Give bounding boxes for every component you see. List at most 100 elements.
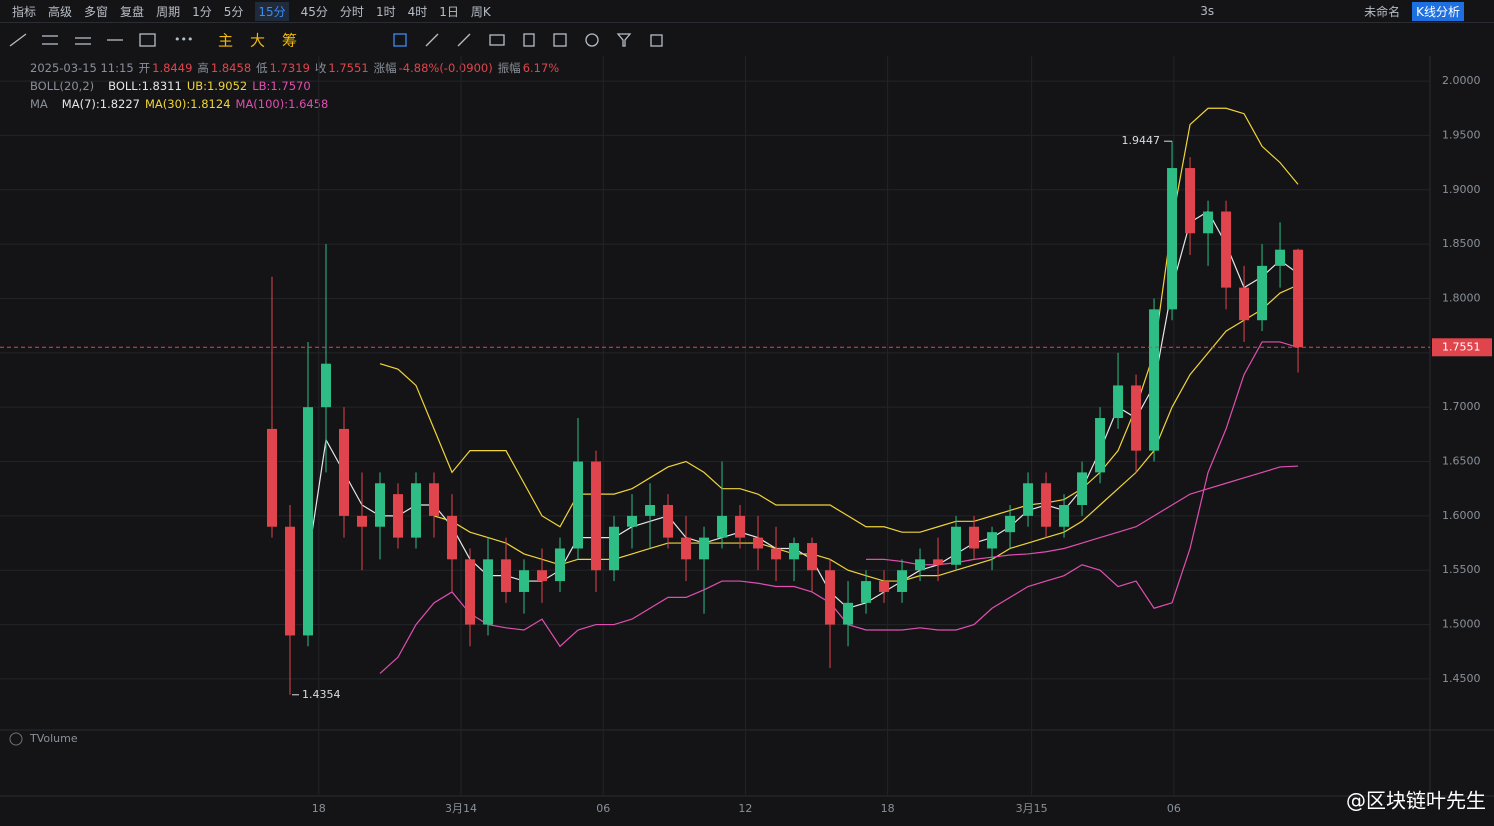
min-label: 1.4354: [302, 688, 341, 701]
period-button[interactable]: 5分: [223, 4, 244, 19]
last-price-tag: [1432, 338, 1492, 357]
period-button[interactable]: 1分: [192, 4, 212, 19]
candle-body: [645, 505, 656, 516]
field-value: 1.7319: [269, 61, 310, 75]
y-tick-label: 1.5500: [1442, 563, 1481, 576]
candle-body: [1203, 211, 1214, 234]
x-tick-label: 06: [596, 802, 610, 815]
candle-body: [717, 515, 728, 538]
field-value: 1.8449: [152, 61, 193, 75]
y-tick-label: 1.8500: [1442, 237, 1481, 250]
legend-title: BOLL(20,2): [30, 79, 95, 93]
layout-name[interactable]: 未命名: [1364, 4, 1401, 19]
period-button[interactable]: 15分: [255, 1, 289, 21]
candle-body: [1005, 515, 1016, 533]
x-tick-label: 3月14: [445, 802, 477, 815]
toolbar-button[interactable]: 多窗: [84, 4, 109, 19]
x-tick-label: 06: [1167, 802, 1181, 815]
candle-body: [1041, 483, 1052, 527]
candle-body: [501, 559, 512, 592]
indicator-line: [433, 284, 1299, 582]
indicator-tool[interactable]: 主: [218, 32, 233, 50]
y-tick-label: 1.8000: [1442, 291, 1481, 304]
candle-body: [537, 570, 548, 582]
more-dots: •••: [174, 33, 193, 46]
field-label: 高: [197, 61, 209, 75]
legend-title: MA: [30, 97, 48, 111]
last-price-label: 1.7551: [1442, 340, 1481, 353]
candle-body: [735, 515, 746, 538]
field-value: 1.7551: [328, 61, 369, 75]
candle-body: [591, 461, 602, 571]
ma-legend: MA MA(7):1.8227 MA(30):1.8124 MA(100):1.645…: [30, 97, 333, 111]
indicator-tool[interactable]: 大: [250, 32, 265, 50]
candle-body: [1221, 211, 1232, 288]
candle-body: [789, 543, 800, 560]
candle-body: [320, 363, 331, 408]
toolbar-button[interactable]: 高级: [48, 4, 73, 19]
indicator-line: [379, 341, 1299, 674]
legend-item: LB:1.7570: [252, 79, 311, 93]
x-tick-label: 3月15: [1016, 802, 1048, 815]
field-value: 6.17%: [522, 61, 560, 75]
legend-item: MA(7):1.8227: [61, 97, 140, 111]
candle-body: [555, 548, 566, 582]
candle-body: [465, 559, 476, 625]
candle-body: [1059, 505, 1070, 527]
toolbar-button[interactable]: 周期: [156, 4, 181, 19]
toolbar-button[interactable]: 复盘: [120, 4, 145, 19]
candle-body: [375, 483, 386, 527]
candle-body: [411, 483, 422, 538]
candle-body: [951, 526, 962, 565]
watermark: @区块链叶先生: [1346, 789, 1486, 813]
y-tick-label: 1.7000: [1442, 400, 1481, 413]
field-label: 开: [138, 61, 151, 75]
toolbar-button[interactable]: 指标: [12, 4, 37, 19]
y-tick-label: 1.9500: [1442, 128, 1481, 141]
candle-body: [519, 570, 530, 592]
x-tick-label: 12: [738, 802, 752, 815]
period-button[interactable]: 45分: [300, 4, 328, 19]
y-tick-label: 1.5000: [1442, 618, 1481, 631]
candle-body: [1149, 309, 1160, 451]
candle-body: [699, 537, 710, 560]
legend-item: BOLL:1.8311: [108, 79, 182, 93]
candle-body: [771, 548, 782, 560]
indicator-line: [379, 107, 1299, 533]
candle-body: [284, 526, 295, 636]
candle-body: [969, 526, 980, 549]
candle-body: [609, 526, 620, 571]
max-label: 1.9447: [1122, 134, 1161, 147]
analysis-button[interactable]: K线分析: [1412, 1, 1464, 21]
volume-label: TVolume: [29, 732, 78, 745]
period-button[interactable]: 4时: [407, 4, 428, 19]
candle-body: [447, 515, 458, 560]
chart: 1.4500 1.5000 1.5500 1.6000 1.6500 1.7000 1.75…: [0, 56, 1494, 815]
candle-body: [861, 581, 872, 603]
candle-body: [987, 532, 998, 549]
field-value: -4.88%(-0.0900): [398, 61, 493, 75]
candle-body: [1293, 249, 1304, 348]
ohlc-header: 2025-03-15 11:15 开 1.8449 高 1.8458 低 1.7319 收 1.…: [30, 60, 564, 76]
candle-body: [753, 537, 764, 549]
y-tick-label: 1.4500: [1442, 672, 1481, 685]
period-button[interactable]: 周K: [470, 4, 491, 19]
time: 2025-03-15 11:15: [30, 61, 134, 75]
field-value: 1.8458: [210, 61, 252, 75]
candle-body: [1275, 249, 1286, 266]
period-button[interactable]: 分时: [339, 4, 364, 19]
draw-toolbar: ••• 主大筹: [0, 26, 1494, 54]
field-label: 振幅: [497, 61, 521, 75]
top-toolbar: 指标 高级 多窗 复盘 周期 1分 5分 15分 45分 分时 1时 4时 1日 周K 3s 未命名 K线分析: [0, 0, 1494, 23]
candle-body: [338, 428, 349, 516]
boll-legend: BOLL(20,2) BOLL:1.8311 UB:1.9052 LB:1.7570: [30, 79, 316, 93]
period-button[interactable]: 1日: [439, 4, 459, 19]
indicator-tool[interactable]: 筹: [282, 32, 297, 50]
y-tick-label: 2.0000: [1442, 74, 1481, 87]
period-button[interactable]: 1时: [375, 4, 396, 19]
candle-body: [1023, 483, 1034, 516]
candle-body: [573, 461, 584, 549]
legend-item: MA(100):1.6458: [235, 97, 329, 111]
y-tick-label: 1.9000: [1442, 183, 1481, 196]
